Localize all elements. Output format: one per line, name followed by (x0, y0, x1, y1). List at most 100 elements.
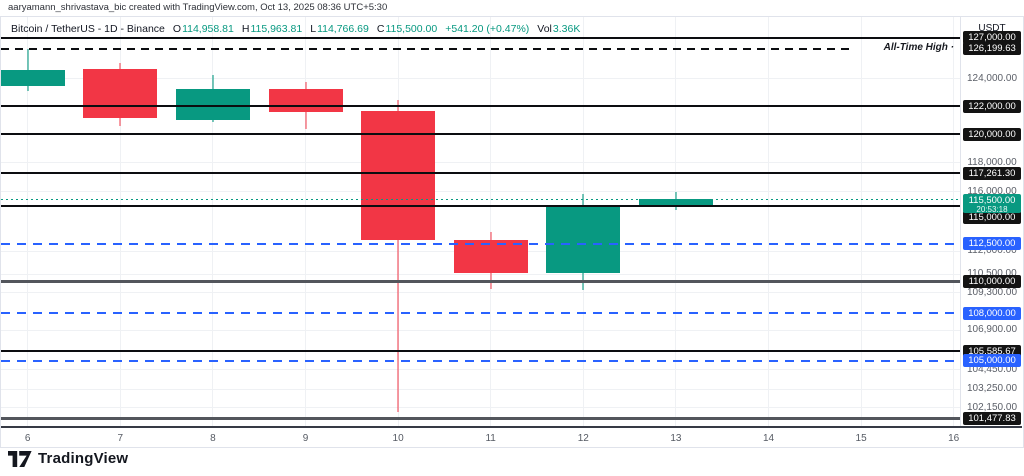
current-price-badge: 115,500.00 20:53:18 (963, 193, 1021, 214)
grid-vline (675, 17, 677, 426)
price-level-badge: 115,000.00 (963, 210, 1021, 224)
price-level-badge: 105,000.00 (963, 354, 1021, 368)
grid-hline (1, 162, 960, 164)
price-level-badge: 101,477.83 (963, 412, 1021, 426)
change-value: +541.20 (+0.47%) (445, 23, 530, 35)
price-tick-label: 103,250.00 (966, 383, 1018, 395)
candle-wick (397, 99, 400, 412)
time-axis[interactable]: 6 7 8 9 10 11 12 13 14 15 16 (1, 426, 1022, 448)
price-tick-label: 109,300.00 (966, 286, 1018, 298)
time-label: 13 (670, 433, 682, 444)
price-level-line[interactable] (1, 242, 960, 245)
close-label: C (376, 23, 385, 35)
grid-hline (1, 273, 960, 275)
high-field: H 115,963.81 (242, 23, 302, 35)
price-axis[interactable]: USDT 124,000.00 118,000.00 116,000.00 112,0… (960, 17, 1023, 426)
price-tick-label: 104,450.00 (966, 363, 1018, 375)
grid-hline (1, 388, 960, 390)
price-tick-label: 124,000.00 (966, 72, 1018, 84)
price-tick-label: 116,000.00 (967, 185, 1017, 197)
open-label: O (172, 23, 182, 35)
candle-body (1, 70, 65, 87)
bar-countdown: 20:53:18 (976, 204, 1008, 214)
time-label: 6 (24, 433, 31, 444)
time-label: 15 (855, 433, 867, 444)
open-value: 114,958.81 (182, 23, 234, 35)
legend-bar[interactable]: Bitcoin / TetherUS - 1D - Binance O 114,9… (11, 21, 580, 37)
grid-vline (212, 17, 214, 426)
plot-area[interactable]: All-Time High · (1, 17, 960, 426)
price-level-badge: 120,000.00 (963, 127, 1021, 141)
low-value: 114,766.69 (317, 23, 369, 35)
candle-body (638, 199, 713, 208)
price-level-badge: 117,261.30 (963, 166, 1021, 180)
candle-wick (26, 48, 29, 91)
candle-body (453, 239, 528, 273)
volume-value: 3.36K (552, 23, 581, 35)
current-price-line (1, 198, 960, 201)
tradingview-logo-icon (8, 450, 32, 467)
price-level-line[interactable] (1, 133, 960, 136)
time-label: 16 (948, 433, 960, 444)
price-tick-label: 112,000.00 (967, 245, 1017, 257)
grid-hline (1, 78, 960, 79)
price-level-line[interactable] (1, 312, 960, 315)
price-level-badge: 110,000.00 (963, 275, 1021, 289)
high-label: H (241, 23, 250, 35)
tradingview-logo[interactable]: TradingView (8, 450, 128, 467)
price-level-badge: 112,500.00 (963, 237, 1021, 251)
time-label: 11 (485, 433, 496, 444)
candle-body (361, 110, 436, 240)
price-level-badge: 126,199.63 (963, 42, 1021, 56)
time-label: 8 (210, 433, 216, 444)
price-level-badge: 127,000.00 (963, 31, 1021, 45)
grid-vline (119, 17, 121, 426)
time-label: 9 (302, 433, 309, 444)
price-level-line[interactable] (1, 105, 960, 108)
price-level-line[interactable] (1, 47, 853, 50)
price-level-line[interactable] (1, 350, 960, 353)
price-tick-label: 106,900.00 (966, 324, 1018, 336)
grid-hline (1, 369, 960, 371)
close-value: 115,500.00 (385, 23, 438, 35)
attribution-text: aaryamann_shrivastava_bic created with T… (8, 2, 388, 13)
time-label: 14 (762, 433, 775, 444)
grid-hline (1, 191, 960, 193)
price-level-line[interactable] (1, 172, 960, 175)
low-label: L (310, 23, 317, 35)
high-value: 115,963.81 (250, 23, 303, 35)
candle-body (175, 88, 250, 121)
close-field: C 115,500.00 (377, 23, 437, 35)
candle-body (83, 69, 158, 119)
price-tick-label: 110,500.00 (967, 268, 1017, 280)
grid-hline (1, 407, 960, 409)
price-level-line[interactable] (1, 280, 960, 284)
price-level-line[interactable] (1, 36, 960, 39)
grid-vline (305, 17, 306, 426)
price-level-line[interactable] (1, 417, 960, 421)
price-tick-label: 118,000.00 (967, 156, 1017, 168)
current-price-value: 115,500.00 (968, 194, 1016, 206)
symbol-title[interactable]: Bitcoin / TetherUS - 1D - Binance (11, 23, 165, 35)
time-label: 7 (117, 433, 124, 444)
grid-hline (1, 292, 960, 294)
grid-vline (860, 17, 862, 426)
grid-vline (490, 17, 492, 426)
low-field: L 114,766.69 (310, 23, 369, 35)
price-tick-label: 102,150.00 (966, 401, 1018, 413)
grid-vline (768, 17, 769, 426)
currency-label: USDT (978, 23, 1006, 34)
price-level-line[interactable] (1, 359, 960, 362)
ath-label: All-Time High · (883, 41, 954, 53)
candle-body (268, 88, 343, 112)
price-level-line[interactable] (1, 205, 960, 208)
price-level-badge: 108,000.00 (963, 306, 1021, 320)
grid-vline (953, 17, 955, 426)
candle-body (546, 206, 621, 274)
chart-widget: All-Time High · Bitcoin / TetherUS - 1D … (0, 16, 1024, 448)
volume-label: Vol (537, 23, 552, 35)
grid-vline (27, 17, 29, 426)
time-label: 10 (392, 433, 404, 444)
tradingview-logo-text: TradingView (38, 450, 129, 467)
